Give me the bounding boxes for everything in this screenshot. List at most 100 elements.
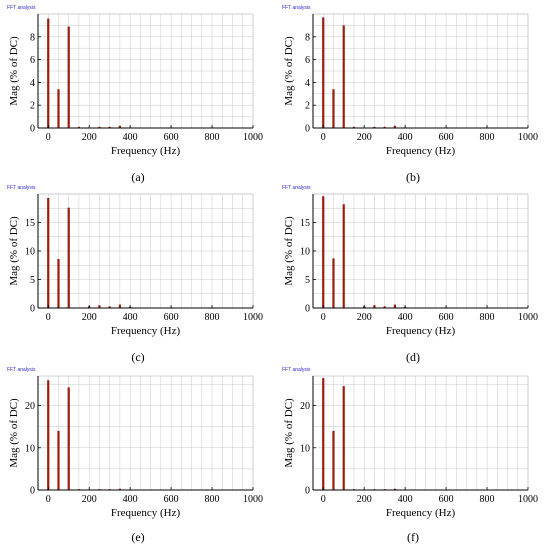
x-tick-label: 600 — [164, 494, 179, 505]
x-tick-label: 400 — [398, 312, 413, 323]
fft-panel-c: FFT analysis 0 200 400 600 800 1000 0 5 10 15 Frequ… — [5, 183, 275, 363]
y-tick-label: 5 — [30, 275, 35, 286]
y-tick-label: 5 — [305, 275, 310, 286]
fft-title: FFT analysis — [7, 185, 36, 191]
fft-chart-a: FFT analysis 0 200 400 600 800 1000 0 2 4 6 8 Freque… — [7, 5, 263, 157]
fft-title: FFT analysis — [282, 367, 311, 373]
x-axis-label: Frequency (Hz) — [386, 325, 456, 337]
x-tick-label: 600 — [439, 132, 454, 143]
fft-chart-e: FFT analysis 0 200 400 600 800 1000 0 10 20 Freque… — [7, 367, 263, 519]
x-tick-label: 0 — [321, 132, 326, 143]
y-tick-label: 0 — [30, 124, 35, 135]
y-tick-label: 2 — [305, 101, 310, 112]
fft-chart-c: FFT analysis 0 200 400 600 800 1000 0 5 10 15 Frequ… — [7, 185, 263, 337]
x-tick-label: 800 — [480, 494, 495, 505]
x-tick-label: 400 — [123, 494, 138, 505]
y-tick-label: 20 — [25, 401, 35, 412]
y-axis-label: Mag (% of DC) — [8, 398, 20, 468]
y-axis-label: Mag (% of DC) — [283, 398, 295, 468]
fft-chart-b: FFT analysis 0 200 400 600 800 1000 0 2 4 6 8 Freque… — [282, 5, 538, 157]
x-tick-label: 600 — [439, 494, 454, 505]
y-tick-label: 10 — [25, 247, 35, 258]
caption-f: (f) — [407, 530, 419, 544]
x-tick-label: 1000 — [518, 312, 538, 323]
x-axis-label: Frequency (Hz) — [386, 145, 456, 157]
caption-a: (a) — [131, 170, 145, 184]
x-tick-label: 600 — [164, 312, 179, 323]
fft-panel-d: FFT analysis 0 200 400 600 800 1000 0 5 10 15 Frequ… — [280, 183, 550, 363]
x-tick-label: 1000 — [243, 312, 263, 323]
y-tick-label: 0 — [30, 486, 35, 497]
x-tick-label: 400 — [123, 132, 138, 143]
y-tick-label: 15 — [25, 218, 35, 229]
y-tick-label: 0 — [30, 304, 35, 315]
y-tick-label: 0 — [305, 304, 310, 315]
caption-e: (e) — [131, 530, 145, 544]
x-tick-label: 0 — [321, 494, 326, 505]
fft-panel-a: FFT analysis 0 200 400 600 800 1000 0 2 4 6 8 Freque… — [5, 3, 275, 183]
y-tick-label: 15 — [300, 218, 310, 229]
x-tick-label: 800 — [205, 494, 220, 505]
x-axis-label: Frequency (Hz) — [111, 325, 181, 337]
fft-panel-e: FFT analysis 0 200 400 600 800 1000 0 10 20 Freque… — [5, 365, 275, 545]
x-tick-label: 200 — [82, 132, 97, 143]
x-tick-label: 0 — [46, 132, 51, 143]
y-tick-label: 10 — [300, 443, 310, 454]
fft-title: FFT analysis — [7, 5, 36, 11]
x-tick-label: 600 — [164, 132, 179, 143]
plot-area — [37, 375, 254, 491]
x-axis-label: Frequency (Hz) — [386, 507, 456, 519]
x-tick-label: 200 — [82, 312, 97, 323]
x-tick-label: 1000 — [243, 494, 263, 505]
fft-title: FFT analysis — [282, 5, 311, 11]
x-tick-label: 200 — [357, 132, 372, 143]
y-tick-label: 6 — [305, 55, 310, 66]
x-tick-label: 800 — [480, 132, 495, 143]
fft-panel-f: FFT analysis 0 200 400 600 800 1000 0 10 20 Freque… — [280, 365, 550, 545]
y-tick-label: 20 — [300, 401, 310, 412]
y-axis-label: Mag (% of DC) — [8, 36, 20, 106]
y-tick-label: 6 — [30, 55, 35, 66]
y-tick-label: 10 — [25, 443, 35, 454]
caption-b: (b) — [406, 170, 420, 184]
x-tick-label: 400 — [398, 494, 413, 505]
x-tick-label: 1000 — [243, 132, 263, 143]
x-tick-label: 400 — [398, 132, 413, 143]
x-axis-label: Frequency (Hz) — [111, 145, 181, 157]
x-tick-label: 800 — [205, 312, 220, 323]
fft-title: FFT analysis — [282, 185, 311, 191]
y-tick-label: 4 — [30, 78, 35, 89]
x-tick-label: 1000 — [518, 132, 538, 143]
x-tick-label: 800 — [205, 132, 220, 143]
x-tick-label: 1000 — [518, 494, 538, 505]
fft-chart-f: FFT analysis 0 200 400 600 800 1000 0 10 20 Freque… — [282, 367, 538, 519]
caption-d: (d) — [406, 350, 420, 364]
caption-c: (c) — [131, 350, 145, 364]
x-tick-label: 800 — [480, 312, 495, 323]
x-tick-label: 200 — [82, 494, 97, 505]
y-axis-label: Mag (% of DC) — [283, 36, 295, 106]
grid — [313, 13, 529, 129]
y-axis-label: Mag (% of DC) — [283, 216, 295, 286]
y-tick-label: 10 — [300, 247, 310, 258]
x-tick-label: 600 — [439, 312, 454, 323]
fft-chart-d: FFT analysis 0 200 400 600 800 1000 0 5 10 15 Frequ… — [282, 185, 538, 337]
fft-panel-b: FFT analysis 0 200 400 600 800 1000 0 2 4 6 8 Freque… — [280, 3, 550, 183]
y-tick-label: 2 — [30, 101, 35, 112]
x-tick-label: 200 — [357, 312, 372, 323]
x-tick-label: 0 — [321, 312, 326, 323]
x-axis-label: Frequency (Hz) — [111, 507, 181, 519]
y-axis-label: Mag (% of DC) — [8, 216, 20, 286]
y-tick-label: 8 — [30, 32, 35, 43]
y-tick-label: 8 — [305, 32, 310, 43]
fft-title: FFT analysis — [7, 367, 36, 373]
y-tick-label: 0 — [305, 124, 310, 135]
x-tick-label: 0 — [46, 312, 51, 323]
x-tick-label: 400 — [123, 312, 138, 323]
y-tick-label: 0 — [305, 486, 310, 497]
y-tick-label: 4 — [305, 78, 310, 89]
plot-area — [312, 375, 529, 491]
x-tick-label: 0 — [46, 494, 51, 505]
x-tick-label: 200 — [357, 494, 372, 505]
